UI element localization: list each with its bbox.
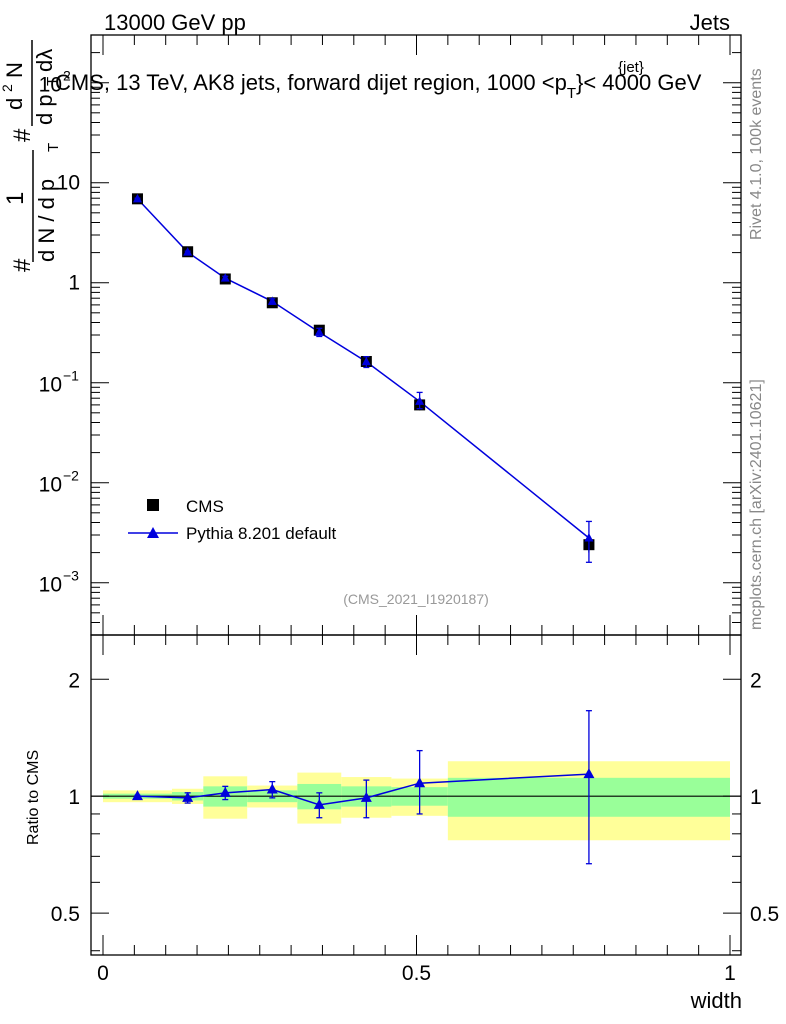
main-ytick-exp-5: −3 [63, 568, 79, 584]
main-mc-point-7 [584, 532, 594, 542]
ylabel-dpt: d p [32, 94, 57, 125]
plot-title: CMS, 13 TeV, AK8 jets, forward dijet reg… [55, 70, 702, 102]
ylabel-dpt-sub: T [44, 77, 61, 86]
main-mc-point-2 [220, 273, 230, 282]
ratio-plot [91, 710, 741, 865]
plot-title-end: }< 4000 GeV [576, 70, 702, 95]
ratio-ytick-label-left-2: 0.5 [51, 903, 80, 926]
ratio-ytick-label-right-1: 1 [750, 786, 762, 809]
main-mc-point-0 [132, 193, 142, 203]
rivet-version-label: Rivet 4.1.0, 100k events [748, 68, 765, 240]
main-ytick-exp-0: 2 [63, 68, 71, 84]
main-ytick-label-2: 1 [68, 272, 80, 295]
plot-title-sub: T [567, 85, 576, 102]
ylabel-denominator: d N / d p [34, 179, 59, 262]
xtick-label-0: 0 [97, 962, 109, 985]
main-ytick-exp-4: −2 [63, 468, 79, 484]
y-axis-ratio-label: Ratio to CMS [25, 750, 42, 845]
main-mc-point-1 [183, 247, 193, 256]
ylabel-hash-2: # [9, 128, 36, 142]
ylabel-dlambda: dλ [32, 49, 57, 72]
ratio-mc-line [137, 773, 589, 806]
y-axis-main-label: # 1 d N / d p T # d 2 N d p T dλ [0, 40, 62, 272]
legend-cms-label: CMS [186, 497, 224, 516]
ratio-mc-point-0 [131, 790, 143, 801]
main-ytick-exp-3: −1 [63, 368, 79, 384]
ratio-mc-point-1 [182, 791, 194, 802]
legend: CMS Pythia 8.201 default [128, 497, 337, 543]
plot-title-main: CMS, 13 TeV, AK8 jets, forward dijet reg… [55, 70, 567, 95]
main-mc-point-3 [267, 296, 277, 305]
main-mc-point-4 [314, 327, 324, 336]
ratio-mc-point-5 [360, 791, 372, 802]
main-ytick-label-3: 10 [39, 374, 62, 397]
ratio-mc-point-2 [219, 786, 231, 797]
main-ytick-label-0: 10 [39, 74, 62, 97]
ratio-ytick-label-right-0: 2 [750, 669, 762, 692]
analysis-watermark: (CMS_2021_I1920187) [343, 591, 489, 607]
plot-title-sup: {jet} [618, 59, 644, 76]
ylabel-n: N [2, 62, 27, 78]
main-ytick-label-4: 10 [39, 474, 62, 497]
main-ytick-label-1: 10 [57, 172, 80, 195]
ylabel-d-top: d [2, 98, 27, 110]
main-mc-line [136, 198, 590, 539]
main-mc-point-5 [361, 356, 371, 366]
xtick-label-1: 0.5 [402, 962, 431, 985]
main-ytick-label-5: 10 [39, 574, 62, 597]
main-plot [131, 193, 595, 563]
legend-mc-label: Pythia 8.201 default [186, 524, 337, 543]
ratio-ytick-label-left-0: 2 [68, 669, 80, 692]
ylabel-exp-two: 2 [0, 84, 15, 92]
xtick-label-2: 1 [724, 962, 736, 985]
ratio-ytick-label-left-1: 1 [68, 786, 80, 809]
x-axis-label: width [690, 988, 742, 1013]
ratio-mc-point-6 [414, 777, 426, 788]
process-label: Jets [690, 10, 730, 35]
main-mc-point-6 [415, 396, 425, 405]
ylabel-denominator-sub: T [45, 143, 62, 152]
legend-cms-marker [147, 499, 159, 511]
ratio-mc-point-4 [313, 798, 325, 809]
ylabel-one: 1 [2, 192, 29, 205]
ylabel-hash-1: # [9, 258, 36, 272]
mcplots-label: mcplots.cern.ch [arXiv:2401.10621] [748, 379, 765, 630]
legend-mc-marker [147, 527, 159, 538]
ratio-ytick-label-right-2: 0.5 [750, 903, 779, 926]
energy-label: 13000 GeV pp [104, 10, 246, 35]
ratio-mc-point-3 [266, 783, 278, 794]
ratio-mc-point-7 [583, 768, 595, 779]
